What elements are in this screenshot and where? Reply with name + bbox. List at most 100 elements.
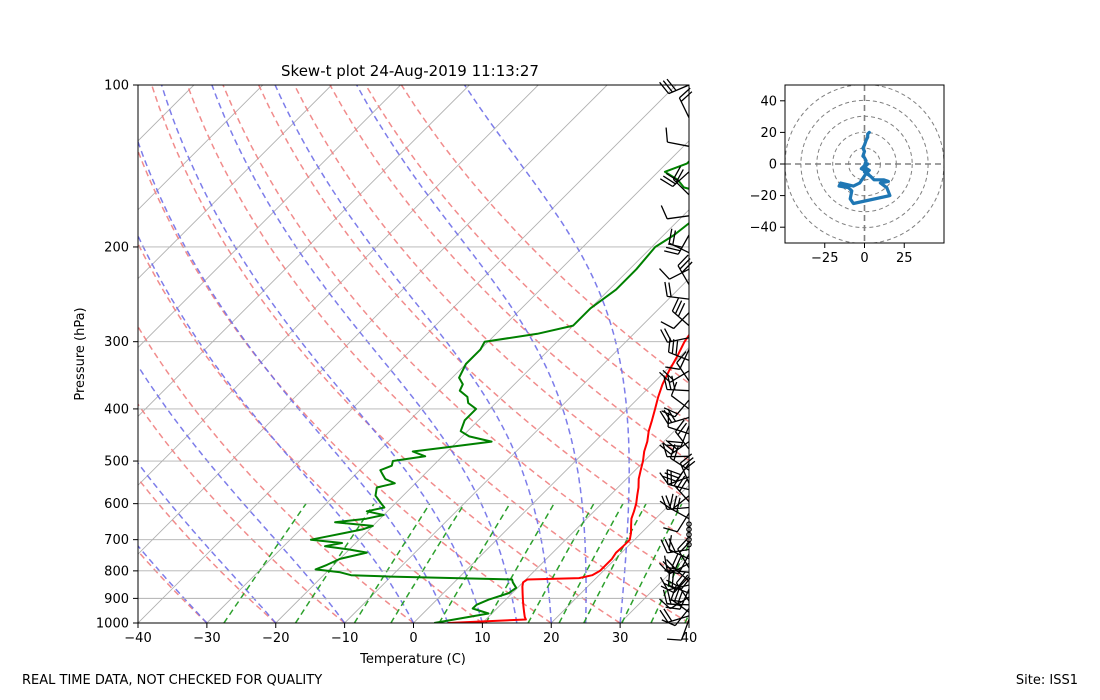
x-tick-label: −20: [262, 631, 289, 646]
hodo-y-tick-label: −40: [750, 221, 777, 236]
hodo-y-tick-label: 40: [760, 94, 777, 109]
wind-barb: [664, 553, 690, 575]
x-tick-label: −40: [124, 631, 151, 646]
y-tick-label: 100: [104, 79, 129, 94]
hodo-x-tick-label: −25: [811, 251, 838, 266]
isotherm-line: [138, 85, 332, 280]
y-tick-label: 300: [104, 335, 129, 350]
isotherm-line: [758, 85, 1100, 623]
wind-barb: [659, 472, 690, 486]
x-tick-label: 30: [612, 631, 629, 646]
mixing-ratio-line: [390, 503, 466, 623]
isotherm-line: [138, 85, 539, 486]
x-tick-label: 10: [474, 631, 491, 646]
y-tick-label: 700: [104, 533, 129, 548]
dry-adiabat: [365, 85, 689, 423]
dewpoint-trace: [309, 160, 689, 623]
pressure-gridlines: [138, 84, 689, 624]
moist-adiabat: [138, 234, 415, 623]
isotherm-line: [482, 415, 689, 623]
dry-adiabat: [222, 85, 689, 583]
isotherm-line: [138, 85, 264, 211]
wind-barb: [669, 493, 690, 520]
wind-barb: [660, 312, 690, 330]
mixing-ratio-line: [583, 503, 647, 623]
wind-barb: [660, 538, 690, 554]
dry-adiabat: [138, 550, 208, 623]
dry-adiabat: [138, 242, 483, 623]
dry-adiabat: [138, 402, 346, 623]
wind-barb: [678, 87, 693, 118]
dry-adiabat: [150, 85, 621, 623]
hodograph-ticks: −25 0 25 40 20 0 −20 −40: [750, 94, 913, 266]
hodo-y-tick-label: 0: [769, 158, 777, 173]
hodo-x-tick-label: 25: [896, 251, 913, 266]
dry-adiabat: [138, 477, 277, 623]
moist-adiabat: [274, 85, 553, 623]
wind-barb: [661, 399, 690, 418]
wind-barb: [659, 495, 690, 511]
x-tick-label: −30: [193, 631, 220, 646]
isotherm-line: [138, 85, 195, 142]
x-tick-label: 40: [681, 631, 698, 646]
chart-title: Skew-t plot 24-Aug-2019 11:13:27: [281, 62, 539, 80]
isotherm-line: [619, 553, 689, 623]
moist-adiabat: [138, 461, 277, 623]
calm-wind-circle: [686, 531, 692, 538]
y-tick-label: 900: [104, 592, 129, 607]
y-tick-label: 500: [104, 455, 129, 470]
wind-barb: [677, 254, 693, 285]
wind-barb: [666, 619, 690, 641]
wind-barb: [659, 439, 690, 455]
dry-adiabat: [138, 325, 414, 623]
wind-barb: [670, 381, 690, 410]
isotherm-line: [344, 277, 689, 623]
mixing-ratio-line: [621, 503, 683, 623]
isotherm-line: [0, 85, 56, 623]
wind-barb: [659, 171, 690, 188]
x-tick-label: −10: [331, 631, 358, 646]
wind-barb: [665, 588, 690, 610]
isotherm-line: [413, 346, 689, 623]
calm-wind-circle: [686, 521, 692, 527]
skewt-plot-frame: [137, 84, 690, 624]
mixing-ratio-line: [684, 612, 689, 623]
moist-adiabat: [138, 364, 346, 623]
wind-barb: [663, 375, 690, 392]
y-tick-label: 800: [104, 564, 129, 579]
wind-barb: [660, 328, 690, 343]
calm-wind-circle: [686, 526, 692, 533]
site-label: Site: ISS1: [1015, 673, 1078, 688]
y-axis-label: Pressure (hPa): [73, 307, 88, 400]
hodo-x-tick-label: 0: [860, 251, 868, 266]
moist-adiabat: [356, 85, 587, 623]
wind-barb: [667, 337, 690, 362]
dry-adiabat: [258, 85, 689, 542]
isotherm-line: [138, 85, 401, 349]
wind-barb: [659, 268, 690, 280]
hodograph-trace: [837, 130, 892, 206]
y-tick-label: 400: [104, 402, 129, 417]
isotherm-line: [688, 622, 689, 623]
wind-barb: [661, 608, 690, 627]
mixing-ratio-line: [485, 503, 555, 623]
wind-barb: [659, 78, 690, 95]
dry-adiabat: [293, 85, 689, 502]
wind-barb: [671, 297, 690, 327]
wind-barb: [667, 412, 690, 435]
wind-barb: [659, 559, 690, 575]
calm-wind-circle: [686, 536, 692, 543]
skewt-reference-lines: [0, 85, 1100, 623]
wind-barb: [664, 234, 690, 255]
moist-adiabat: [138, 139, 449, 623]
hodograph-grid: [785, 85, 944, 243]
mixing-ratio-line: [353, 503, 431, 623]
moist-adiabat: [138, 544, 208, 623]
moist-adiabat: [160, 85, 484, 623]
mixing-ratio-line: [438, 503, 511, 623]
wind-barb: [664, 281, 690, 300]
x-tick-label: 0: [409, 631, 417, 646]
dry-adiabat: [186, 85, 689, 623]
isotherm-line: [550, 484, 689, 623]
wind-barb: [666, 425, 690, 447]
